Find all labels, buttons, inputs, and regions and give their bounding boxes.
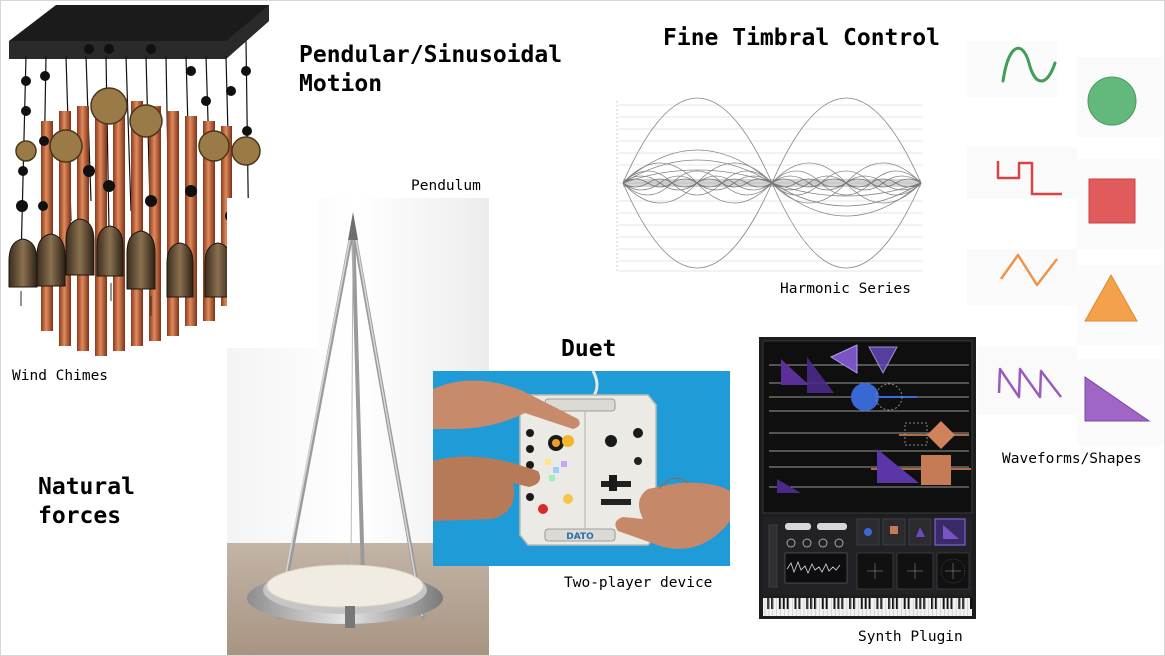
caption-waveforms-shapes: Waveforms/Shapes — [1002, 451, 1142, 467]
synth-plugin-image — [759, 337, 976, 619]
caption-synth-plugin: Synth Plugin — [858, 629, 963, 645]
two-player-device-image: DATO — [433, 371, 730, 566]
caption-wind-chimes: Wind Chimes — [12, 368, 109, 384]
heading-pendular-motion: Pendular/Sinusoidal Motion — [299, 42, 563, 97]
triangle-shape-icon — [1084, 273, 1138, 322]
pendulum-image — [227, 198, 489, 655]
square-wave-icon — [996, 161, 1062, 196]
sine-wave-icon — [1001, 46, 1057, 83]
heading-fine-timbral-control: Fine Timbral Control — [663, 25, 940, 51]
caption-two-player-device: Two-player device — [564, 575, 713, 591]
harmonic-series-chart — [611, 97, 923, 273]
caption-pendulum: Pendulum — [411, 178, 481, 194]
triangle-wave-icon — [999, 253, 1058, 287]
square-shape-icon — [1088, 178, 1136, 224]
waveforms-shapes-panel — [967, 41, 1163, 446]
right-triangle-shape-icon — [1084, 376, 1151, 422]
heading-natural-forces: Natural forces — [38, 474, 135, 529]
caption-harmonic-series: Harmonic Series — [780, 281, 911, 297]
circle-shape-icon — [1087, 76, 1137, 126]
device-logo: DATO — [566, 532, 594, 542]
sawtooth-wave-icon — [997, 367, 1062, 399]
heading-duet: Duet — [561, 336, 617, 362]
